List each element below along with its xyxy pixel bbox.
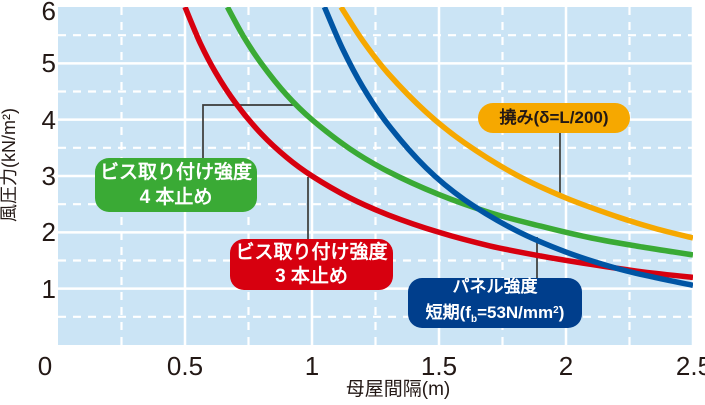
x-axis-title: 母屋間隔(m)	[345, 379, 451, 400]
label-line: ビス取り付け強度	[235, 241, 388, 263]
y-tick: 2	[41, 217, 56, 247]
y-tick: 1	[41, 274, 56, 304]
label-screw-strength-3: ビス取り付け強度 3 本止め	[230, 239, 393, 290]
label-line: 4 本止め	[139, 187, 213, 208]
x-tick: 0.5	[166, 351, 204, 381]
curve-panel	[321, 7, 693, 288]
y-tick: 3	[41, 161, 56, 191]
label-deflection: 撓み(δ=L/200)	[478, 103, 630, 133]
label-line: 短期(fb=53N/mm2)	[425, 302, 565, 325]
x-tick: 2.5	[675, 351, 705, 381]
label-line: ビス取り付け強度	[99, 162, 252, 183]
x-tick: 1	[304, 351, 320, 381]
x-tick: 2	[558, 351, 574, 381]
curve-deflection	[338, 7, 693, 241]
label-line: 撓み(δ=L/200)	[499, 108, 609, 127]
label-line: 3 本止め	[275, 265, 348, 287]
y-tick: 5	[41, 48, 56, 78]
x-tick: 0	[37, 351, 53, 381]
data-curves	[182, 7, 693, 288]
y-tick: 6	[41, 0, 56, 26]
label-line: パネル強度	[452, 276, 538, 296]
label-screw-strength-4: ビス取り付け強度 4 本止め	[95, 158, 257, 212]
y-axis-title: 風圧力(kN/m²)	[0, 108, 19, 222]
x-tick: 1.5	[420, 351, 458, 381]
y-tick: 4	[41, 105, 56, 135]
leader-line-vis4	[202, 104, 294, 158]
label-panel-strength: パネル強度 短期(fb=53N/mm2)	[408, 276, 582, 328]
curve-vis4	[224, 7, 693, 258]
curve-vis3	[182, 7, 693, 281]
